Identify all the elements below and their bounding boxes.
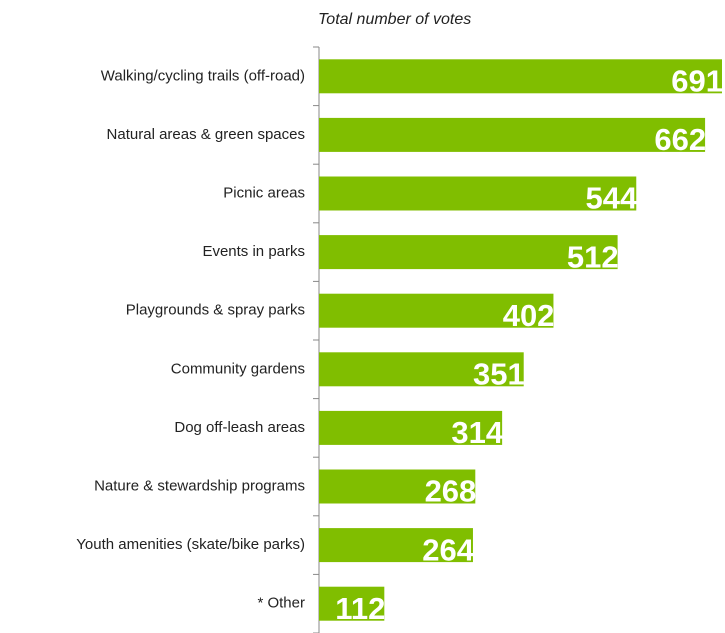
bar	[319, 586, 385, 621]
category-label: Nature & stewardship programs	[94, 477, 305, 494]
bar	[319, 352, 524, 387]
bar	[319, 469, 476, 504]
bar	[319, 117, 706, 152]
category-label: Community gardens	[171, 360, 305, 377]
value-label: 112	[335, 591, 385, 626]
bar	[319, 176, 637, 211]
bar	[319, 235, 618, 270]
category-label: Picnic areas	[223, 184, 305, 201]
value-label: 351	[473, 356, 525, 391]
bar	[319, 293, 554, 328]
category-label: Natural areas & green spaces	[107, 126, 305, 143]
category-label: Events in parks	[202, 243, 305, 260]
category-label: Dog off-leash areas	[174, 419, 305, 436]
value-label: 314	[451, 415, 503, 450]
category-label: Playgrounds & spray parks	[126, 302, 305, 319]
bar	[319, 528, 473, 563]
bar	[319, 59, 722, 94]
value-label: 662	[654, 122, 706, 157]
value-label: 268	[425, 474, 477, 509]
chart-title: Total number of votes	[318, 11, 471, 28]
value-label: 264	[422, 532, 474, 567]
category-label: Walking/cycling trails (off-road)	[101, 67, 305, 84]
value-label: 512	[567, 239, 619, 274]
bar	[319, 410, 503, 445]
value-label: 691	[671, 63, 723, 98]
value-label: 402	[503, 298, 555, 333]
value-label: 544	[586, 181, 638, 216]
category-label: Youth amenities (skate/bike parks)	[76, 536, 305, 553]
category-label: * Other	[257, 595, 305, 612]
